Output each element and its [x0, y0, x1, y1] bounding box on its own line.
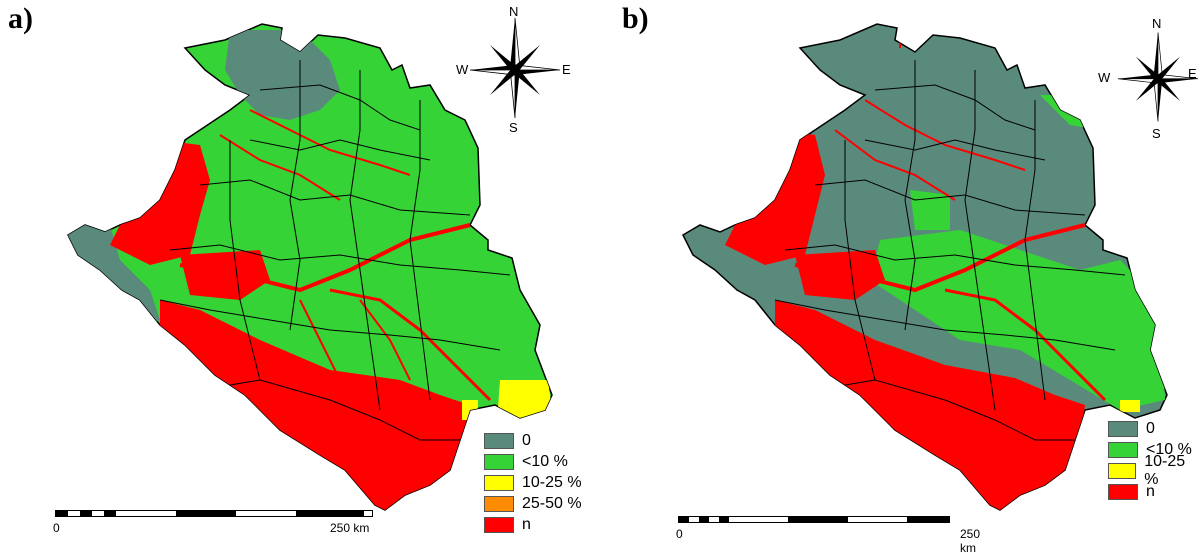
legend-label: 10-25 %: [522, 473, 582, 491]
legend-swatch: [1108, 420, 1138, 437]
river: [249, 109, 411, 176]
n-zone: [795, 250, 885, 300]
legend-item: 0: [1108, 418, 1200, 439]
mid-zone: [462, 400, 478, 420]
n-zone: [110, 140, 210, 265]
river: [299, 299, 341, 381]
map-panel-a: a): [0, 0, 600, 538]
panel-label: b): [622, 2, 649, 35]
map-panel-b: b): [600, 0, 1200, 555]
mid-zone: [1120, 400, 1140, 412]
legend-swatch: [484, 474, 514, 491]
compass-north: N: [509, 4, 519, 19]
scale-end-label: 250 km: [330, 521, 370, 535]
legend: 0 <10 % 10-25 % 25-50 % n: [484, 430, 582, 535]
scale-bar-segments: [55, 510, 373, 517]
legend-item: n: [1108, 481, 1200, 502]
district-border: [774, 60, 1126, 441]
legend-swatch: [484, 495, 514, 512]
compass-east: E: [1188, 66, 1197, 81]
n-zone: [160, 300, 470, 510]
low-zone: [910, 190, 950, 230]
legend-item: <10 %: [484, 451, 582, 472]
legend-swatch: [1108, 483, 1138, 500]
river: [864, 99, 1026, 171]
legend-swatch: [484, 516, 514, 533]
river: [359, 299, 411, 381]
legend-label: <10 %: [522, 452, 568, 470]
scale-start-label: 0: [53, 521, 60, 535]
river: [219, 134, 341, 201]
river: [794, 223, 1086, 293]
river: [834, 129, 956, 201]
compass-west: W: [456, 62, 469, 77]
compass-south: S: [1152, 126, 1161, 141]
legend-item: 25-50 %: [484, 493, 582, 514]
zero-zone: [225, 30, 340, 120]
district-border: [159, 60, 511, 441]
n-zone: [775, 300, 1085, 510]
compass-east: E: [562, 62, 571, 77]
compass-north: N: [1152, 16, 1162, 31]
scale-end-label: 250 km: [960, 527, 981, 555]
compass-star-icon: [470, 17, 560, 119]
legend-swatch: [1108, 462, 1137, 479]
legend-item: 0: [484, 430, 582, 451]
legend-label: n: [522, 515, 531, 533]
scale-bar-segments: [678, 516, 950, 523]
legend-swatch: [484, 453, 514, 470]
legend: 0 <10 % 10-25 % n: [1108, 418, 1200, 502]
compass-star-icon: [1118, 32, 1198, 122]
legend-item: 10-25 %: [484, 472, 582, 493]
mid-zone: [498, 380, 552, 418]
legend-swatch: [484, 432, 514, 449]
scale-bar: 0 250 km: [676, 516, 980, 555]
scale-bar: 0 250 km: [53, 510, 373, 535]
legend-label: 0: [1146, 419, 1155, 437]
compass-west: W: [1098, 70, 1111, 85]
compass-rose: N S W E: [1098, 16, 1198, 141]
n-zone: [180, 250, 270, 300]
legend-item: n: [484, 514, 582, 535]
legend-label: n: [1146, 482, 1155, 500]
scale-start-label: 0: [676, 527, 683, 541]
region-map: [67, 23, 553, 511]
low-zone: [870, 230, 1165, 410]
legend-item: <10 %: [1108, 439, 1200, 460]
compass-rose: N S W E: [456, 4, 571, 135]
compass-south: S: [509, 120, 518, 135]
legend-label: 10-25 %: [1144, 452, 1186, 488]
legend-swatch: [1108, 441, 1138, 458]
river: [179, 223, 471, 293]
legend-label: 0: [522, 431, 531, 449]
region-map: [682, 23, 1168, 511]
legend-label: 25-50 %: [522, 494, 582, 512]
legend-label: <10 %: [1146, 440, 1192, 458]
panel-label: a): [8, 2, 33, 35]
legend-item: 10-25 %: [1108, 453, 1200, 488]
